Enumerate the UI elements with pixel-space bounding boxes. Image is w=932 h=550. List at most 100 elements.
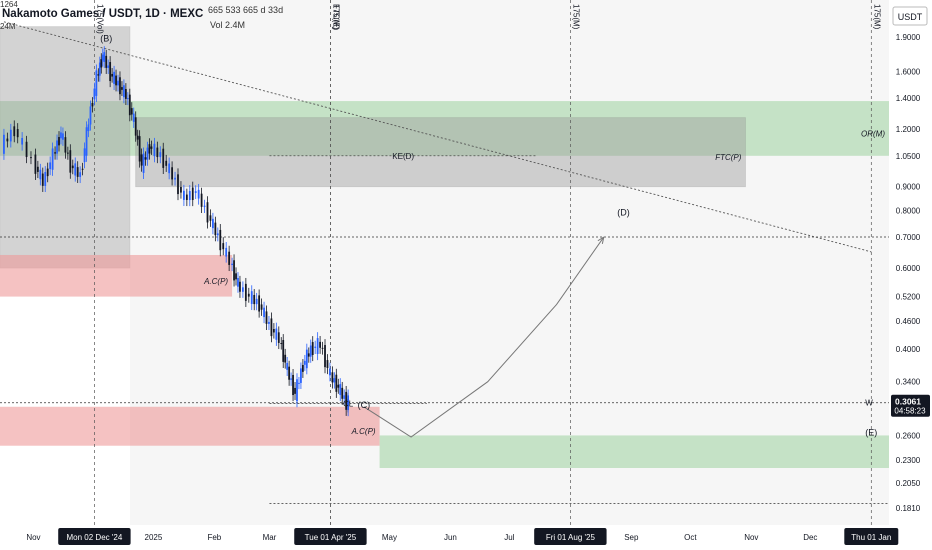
candle-body (117, 80, 119, 86)
candle-body (21, 137, 24, 145)
time-tick-label: Nov (744, 533, 758, 542)
candle-body (46, 168, 49, 177)
price-tick-label: 0.4000 (896, 345, 921, 354)
candle-body (260, 304, 263, 310)
time-tick-highlight (294, 528, 367, 545)
candle-body (123, 85, 125, 98)
price-tick-label: 0.4600 (896, 317, 921, 326)
price-tick-label: 0.5200 (896, 293, 921, 302)
wave-label: (D) (617, 207, 630, 217)
time-tick-label: 2025 (145, 533, 163, 542)
vertical-marker-label: FTC(E) (331, 4, 340, 31)
candle-body (345, 391, 348, 410)
candle-body (119, 77, 121, 95)
candle-body (128, 94, 131, 116)
time-tick-label: Fri 01 Aug '25 (546, 533, 596, 542)
time-tick-label: Oct (684, 533, 697, 542)
candle-body (109, 62, 112, 82)
candle-body (339, 384, 342, 396)
price-axis-background (889, 0, 932, 550)
time-tick-label: Dec (803, 533, 817, 542)
candle-body (126, 98, 129, 100)
candle-body (79, 172, 82, 177)
candle-body (140, 154, 143, 166)
currency-box[interactable] (892, 6, 928, 26)
candle-body (95, 70, 98, 96)
candle-body (307, 353, 310, 357)
candle-body (58, 137, 60, 146)
wave-label: (E) (865, 427, 877, 437)
time-tick-label: Mar (263, 533, 277, 542)
candle-body (60, 132, 62, 139)
zone-rect-3[interactable] (0, 254, 233, 297)
candle-body (159, 152, 162, 158)
candle-body (197, 189, 200, 199)
candle-body (182, 190, 185, 200)
candle-body (6, 138, 9, 142)
candle-body (85, 127, 88, 156)
candle-body (168, 163, 171, 174)
candle-body (98, 62, 101, 76)
price-tick-label: 1.0500 (896, 152, 921, 161)
corner-fragment-2: 24M (0, 22, 16, 31)
time-tick-highlight (844, 528, 899, 545)
candle-body (136, 135, 139, 140)
candle-body (39, 169, 42, 180)
candle-body (305, 349, 308, 369)
ohlc-readout: 665 533 665 d 33d (208, 5, 284, 15)
candle-body (130, 108, 133, 115)
candle-body (326, 360, 329, 368)
candle-body (225, 247, 228, 257)
candle-body (153, 143, 156, 157)
candle-body (212, 218, 214, 229)
candle-body (324, 345, 326, 368)
candle-body (231, 263, 233, 265)
candle-body (216, 233, 219, 236)
candle-countdown: 04:58:23 (894, 407, 926, 416)
candle-body (319, 341, 321, 348)
candle-body (177, 174, 179, 195)
candle-body (335, 374, 338, 392)
candle-body (341, 387, 344, 399)
vertical-marker-label: 175(Vol) (95, 4, 104, 34)
candle-body (263, 307, 265, 318)
zone-rect-1[interactable] (135, 117, 746, 188)
candle-body (298, 382, 300, 384)
time-tick-highlight (534, 528, 607, 545)
candle-body (97, 74, 100, 76)
time-tick-label: Feb (207, 533, 221, 542)
candle-body (142, 153, 145, 173)
candle-body (200, 193, 203, 207)
zone-rect-4[interactable] (0, 406, 380, 446)
candle-body (214, 222, 217, 236)
zone-rect-5[interactable] (379, 435, 889, 469)
price-tick-label: 0.2600 (896, 431, 921, 440)
candle-body (268, 321, 270, 324)
candle-body (83, 148, 86, 163)
candle-body (265, 311, 268, 324)
candle-body (290, 378, 292, 380)
price-tick-label: 0.8000 (896, 206, 921, 215)
candle-body (292, 374, 294, 396)
time-tick-highlight (58, 528, 131, 545)
price-tick-label: 1.9000 (896, 33, 921, 42)
horizontal-level-label: W (865, 399, 873, 408)
descending-trendline[interactable] (3, 21, 872, 253)
currency-label: USDT (898, 12, 923, 22)
candle-body (69, 150, 72, 173)
candle-body (93, 88, 96, 100)
projection-path[interactable] (363, 236, 605, 438)
candle-body (107, 65, 110, 68)
candle-body (191, 187, 194, 201)
zone-rect-0[interactable] (0, 101, 889, 156)
last-price-badge (891, 394, 930, 417)
candle-body (222, 243, 225, 250)
candle-body (132, 113, 135, 122)
candle-body (282, 340, 285, 362)
candle-body (194, 191, 197, 193)
candle-body (284, 354, 287, 363)
candle-body (13, 126, 16, 137)
candle-body (138, 136, 141, 162)
